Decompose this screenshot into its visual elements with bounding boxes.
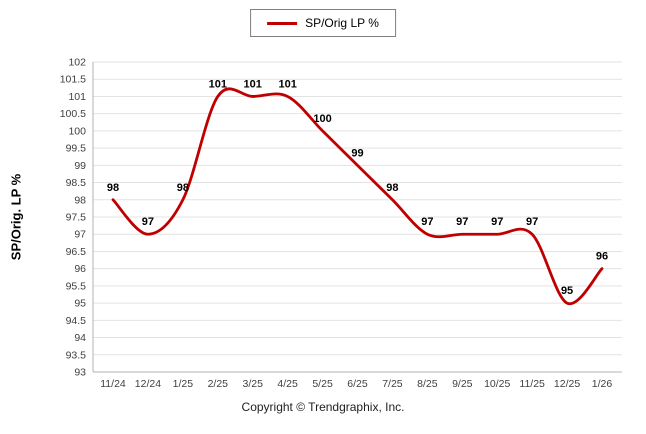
legend: SP/Orig LP %: [250, 9, 396, 37]
x-tick-label: 8/25: [417, 378, 438, 390]
data-label: 97: [456, 216, 468, 228]
data-label: 96: [596, 251, 608, 263]
y-tick-label: 96.5: [66, 246, 87, 258]
x-tick-label: 5/25: [312, 378, 333, 390]
data-label: 97: [421, 216, 433, 228]
y-tick-label: 101: [68, 91, 86, 103]
data-label: 98: [386, 182, 398, 194]
y-tick-label: 100.5: [60, 108, 86, 120]
data-label: 98: [107, 182, 119, 194]
x-tick-label: 3/25: [242, 378, 263, 390]
x-tick-label: 11/24: [100, 378, 126, 390]
y-tick-label: 97: [74, 229, 86, 241]
legend-label: SP/Orig LP %: [305, 16, 379, 30]
data-label: 101: [209, 78, 227, 90]
y-tick-label: 99.5: [66, 143, 87, 155]
data-label: 97: [491, 216, 503, 228]
data-label: 101: [244, 78, 262, 90]
y-tick-label: 98: [74, 194, 86, 206]
x-tick-label: 10/25: [484, 378, 510, 390]
x-tick-label: 11/25: [519, 378, 545, 390]
y-tick-label: 94: [74, 332, 86, 344]
copyright-text: Copyright © Trendgraphix, Inc.: [241, 400, 405, 414]
y-tick-label: 96: [74, 263, 86, 275]
data-label: 101: [278, 78, 296, 90]
data-label: 99: [351, 147, 363, 159]
data-label: 97: [526, 216, 538, 228]
x-tick-label: 6/25: [347, 378, 368, 390]
data-label: 97: [142, 216, 154, 228]
y-tick-label: 102: [68, 57, 86, 69]
data-label: 95: [561, 285, 573, 297]
y-tick-label: 101.5: [60, 74, 86, 86]
y-tick-label: 93: [74, 367, 86, 379]
y-tick-label: 99: [74, 160, 86, 172]
y-tick-label: 97.5: [66, 212, 87, 224]
data-label: 100: [313, 113, 331, 125]
y-tick-label: 93.5: [66, 349, 87, 361]
x-tick-label: 4/25: [277, 378, 298, 390]
data-label: 98: [177, 182, 189, 194]
x-tick-label: 9/25: [452, 378, 473, 390]
series-line: [111, 87, 604, 305]
x-tick-label: 7/25: [382, 378, 403, 390]
x-tick-label: 2/25: [208, 378, 229, 390]
legend-line-swatch: [267, 21, 298, 25]
x-tick-label: 12/24: [135, 378, 161, 390]
y-axis-title: SP/Orig. LP %: [8, 173, 24, 261]
x-tick-label: 1/25: [173, 378, 194, 390]
x-tick-label: 1/26: [592, 378, 613, 390]
y-tick-label: 95.5: [66, 280, 87, 292]
y-tick-label: 95: [74, 298, 86, 310]
y-tick-label: 100: [68, 125, 86, 137]
y-tick-label: 94.5: [66, 315, 87, 327]
x-tick-label: 12/25: [554, 378, 580, 390]
y-tick-label: 98.5: [66, 177, 87, 189]
